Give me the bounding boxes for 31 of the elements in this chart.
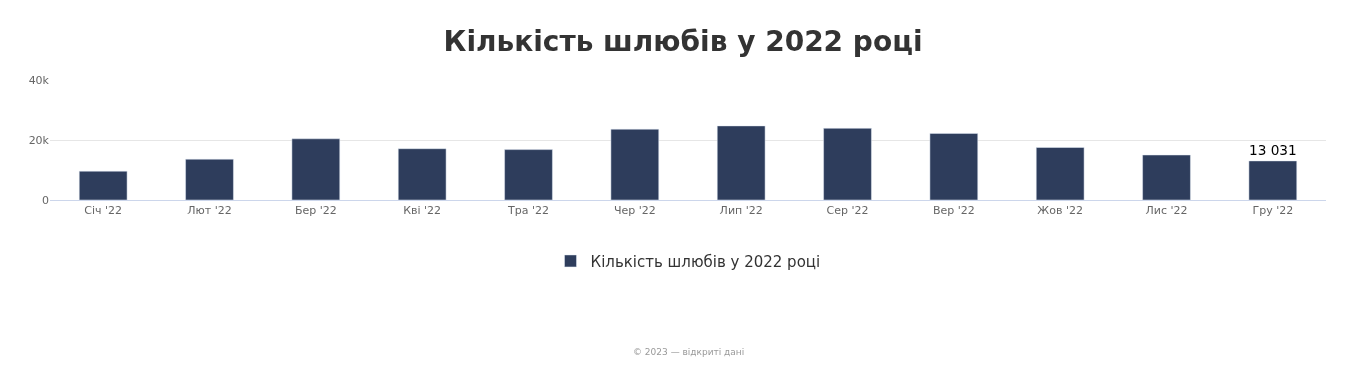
y-tick-label: 20k: [28, 133, 50, 147]
x-tick-label: Гру '22: [1252, 204, 1294, 218]
legend-label: Кількість шлюбів у 2022 році: [590, 252, 821, 271]
y-tick-label: 40k: [28, 73, 50, 87]
x-tick-label: Сер '22: [826, 204, 869, 218]
chart-title: Кількість шлюбів у 2022 році: [443, 25, 923, 59]
bar: [504, 149, 553, 200]
bar: [397, 148, 447, 200]
bar: [185, 158, 234, 200]
data-label: 13 031: [1248, 141, 1297, 158]
x-tick-label: Кві '22: [403, 204, 442, 218]
x-tick-label: Жов '22: [1037, 204, 1083, 218]
bar: [610, 128, 660, 200]
bar: [291, 138, 341, 200]
bar: [78, 170, 128, 200]
x-tick-label: Чер '22: [613, 204, 656, 218]
bar: [929, 133, 979, 200]
bar: [716, 125, 766, 200]
x-tick-label: Січ '22: [84, 204, 123, 218]
y-tick-label: 0: [42, 193, 49, 207]
x-tick-label: Бер '22: [294, 204, 337, 218]
x-tick-label: Лис '22: [1145, 204, 1188, 218]
x-tick-label: Вер '22: [932, 204, 975, 218]
bar: [1142, 154, 1191, 200]
x-tick-label: Лют '22: [187, 204, 232, 218]
text: © 2023 — відкриті дані: [633, 347, 745, 357]
bar: [1035, 147, 1085, 200]
bar: [823, 128, 872, 200]
x-tick-label: Лип '22: [719, 204, 763, 218]
bar: [1248, 160, 1298, 200]
x-tick-label: Тра '22: [507, 204, 549, 218]
